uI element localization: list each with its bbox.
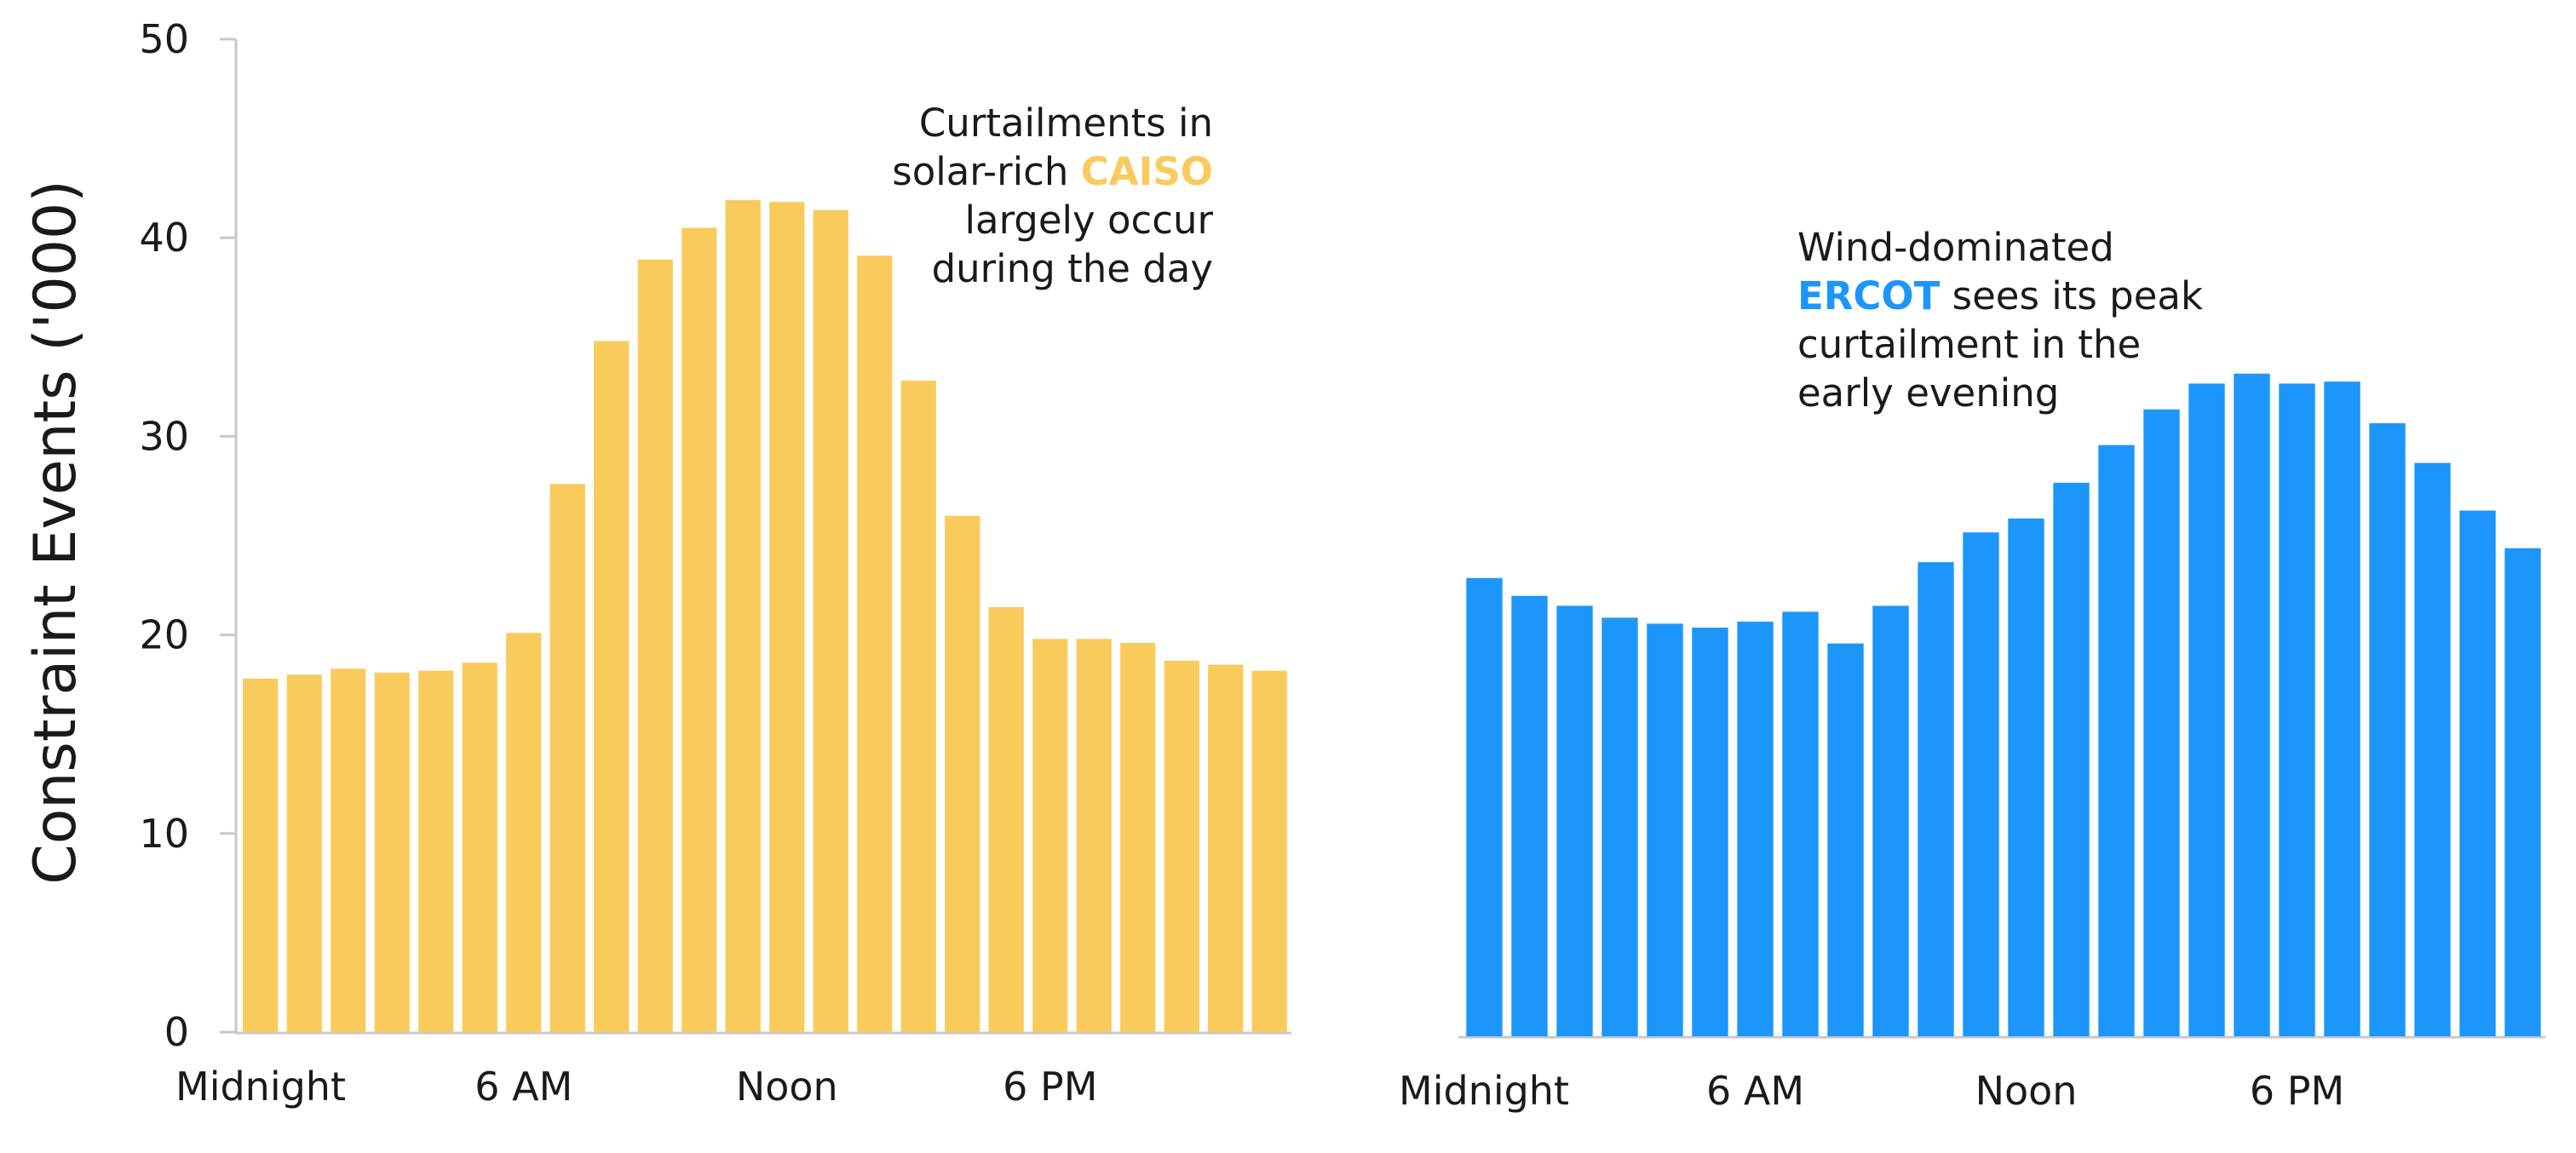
bar-caiso-hour-18 bbox=[1032, 639, 1068, 1032]
bar-ercot-hour-13 bbox=[2053, 482, 2090, 1036]
caiso-annotation-text: solar-rich bbox=[892, 149, 1081, 194]
bar-caiso-hour-7 bbox=[549, 484, 585, 1032]
bar-ercot-hour-9 bbox=[1872, 605, 1909, 1036]
bar-ercot-hour-1 bbox=[1511, 595, 1548, 1036]
y-tick-label: 10 bbox=[139, 811, 189, 857]
y-tick-label: 50 bbox=[139, 16, 189, 62]
ercot-annotation: Wind-dominated ERCOT sees its peak curta… bbox=[1797, 223, 2274, 417]
bar-caiso-hour-17 bbox=[988, 606, 1024, 1032]
y-axis-label: Constraint Events ('000) bbox=[22, 180, 89, 885]
bar-caiso-hour-21 bbox=[1164, 660, 1199, 1032]
bar-ercot-hour-16 bbox=[2188, 383, 2225, 1036]
ercot-highlight: ERCOT bbox=[1797, 273, 1941, 318]
ercot-annotation-text: sees its peak bbox=[1940, 273, 2204, 318]
x-tick-label: 6 PM bbox=[1003, 1064, 1097, 1110]
bar-caiso-hour-11 bbox=[725, 199, 761, 1033]
bar-caiso-hour-8 bbox=[594, 341, 630, 1032]
bar-ercot-hour-0 bbox=[1466, 577, 1503, 1036]
bar-caiso-hour-4 bbox=[418, 670, 454, 1032]
bar-caiso-hour-13 bbox=[813, 209, 848, 1032]
bar-ercot-hour-4 bbox=[1647, 623, 1683, 1036]
bar-ercot-hour-3 bbox=[1601, 617, 1638, 1036]
ercot-annotation-line-3: curtailment in the bbox=[1797, 322, 2142, 367]
caiso-annotation: Curtailments in solar-rich CAISO largely… bbox=[852, 99, 1213, 293]
bar-ercot-hour-21 bbox=[2414, 462, 2451, 1036]
ercot-chart: Midnight 6 AM Noon 6 PM bbox=[1399, 373, 2545, 1114]
y-tick-label: 0 bbox=[164, 1009, 189, 1055]
bar-ercot-hour-18 bbox=[2279, 383, 2315, 1036]
bar-caiso-hour-14 bbox=[857, 255, 893, 1032]
bar-caiso-hour-16 bbox=[945, 515, 980, 1032]
ercot-annotation-line-1: Wind-dominated bbox=[1797, 225, 2114, 270]
bar-ercot-hour-12 bbox=[2008, 518, 2044, 1036]
bar-caiso-hour-12 bbox=[769, 202, 805, 1032]
bar-caiso-hour-20 bbox=[1120, 642, 1156, 1032]
bar-caiso-hour-3 bbox=[374, 672, 410, 1032]
y-tick-label: 30 bbox=[139, 413, 189, 459]
bar-caiso-hour-23 bbox=[1251, 670, 1287, 1032]
bar-ercot-hour-2 bbox=[1556, 605, 1593, 1036]
bar-caiso-hour-15 bbox=[900, 381, 936, 1032]
ercot-annotation-line-4: early evening bbox=[1797, 370, 2060, 416]
y-tick-label: 40 bbox=[139, 215, 189, 261]
y-tick-label: 20 bbox=[139, 612, 189, 658]
bar-ercot-hour-23 bbox=[2504, 548, 2541, 1036]
bar-ercot-hour-7 bbox=[1782, 611, 1819, 1036]
bar-ercot-hour-14 bbox=[2098, 445, 2135, 1036]
bar-caiso-hour-5 bbox=[462, 663, 497, 1032]
x-tick-label: Noon bbox=[1975, 1068, 2078, 1114]
x-tick-label: Noon bbox=[736, 1064, 838, 1110]
caiso-chart: 0 10 20 30 40 50 Midnight 6 AM Noon 6 PM bbox=[139, 16, 1291, 1110]
caiso-highlight: CAISO bbox=[1080, 149, 1213, 194]
x-tick-label: 6 AM bbox=[474, 1064, 572, 1110]
x-tick-label: 6 AM bbox=[1706, 1068, 1804, 1114]
x-tick-label: Midnight bbox=[1399, 1068, 1569, 1114]
bar-caiso-hour-19 bbox=[1076, 639, 1112, 1032]
bar-ercot-hour-10 bbox=[1918, 562, 1954, 1036]
caiso-annotation-line-4: during the day bbox=[931, 246, 1213, 291]
bar-caiso-hour-1 bbox=[286, 674, 322, 1032]
caiso-annotation-line-2: solar-rich CAISO bbox=[852, 147, 1213, 196]
bar-ercot-hour-5 bbox=[1692, 628, 1728, 1036]
caiso-annotation-line-1: Curtailments in bbox=[918, 100, 1213, 146]
bar-ercot-hour-11 bbox=[1963, 532, 1999, 1036]
x-tick-label: Midnight bbox=[175, 1064, 346, 1110]
bar-ercot-hour-17 bbox=[2234, 373, 2270, 1036]
bar-caiso-hour-6 bbox=[506, 633, 542, 1032]
bar-ercot-hour-22 bbox=[2459, 510, 2496, 1036]
bar-ercot-hour-15 bbox=[2143, 409, 2180, 1037]
ercot-annotation-line-2: ERCOT sees its peak bbox=[1797, 272, 2274, 320]
bar-caiso-hour-2 bbox=[331, 668, 366, 1032]
bar-ercot-hour-8 bbox=[1827, 643, 1864, 1036]
bar-caiso-hour-10 bbox=[681, 227, 717, 1032]
bar-caiso-hour-0 bbox=[243, 678, 279, 1032]
bar-caiso-hour-22 bbox=[1208, 664, 1244, 1032]
caiso-annotation-line-3: largely occur bbox=[964, 198, 1213, 243]
bar-ercot-hour-6 bbox=[1737, 622, 1774, 1036]
bar-ercot-hour-19 bbox=[2324, 381, 2360, 1037]
bar-ercot-hour-20 bbox=[2369, 423, 2406, 1036]
x-tick-label: 6 PM bbox=[2250, 1068, 2344, 1114]
bar-caiso-hour-9 bbox=[637, 259, 673, 1032]
